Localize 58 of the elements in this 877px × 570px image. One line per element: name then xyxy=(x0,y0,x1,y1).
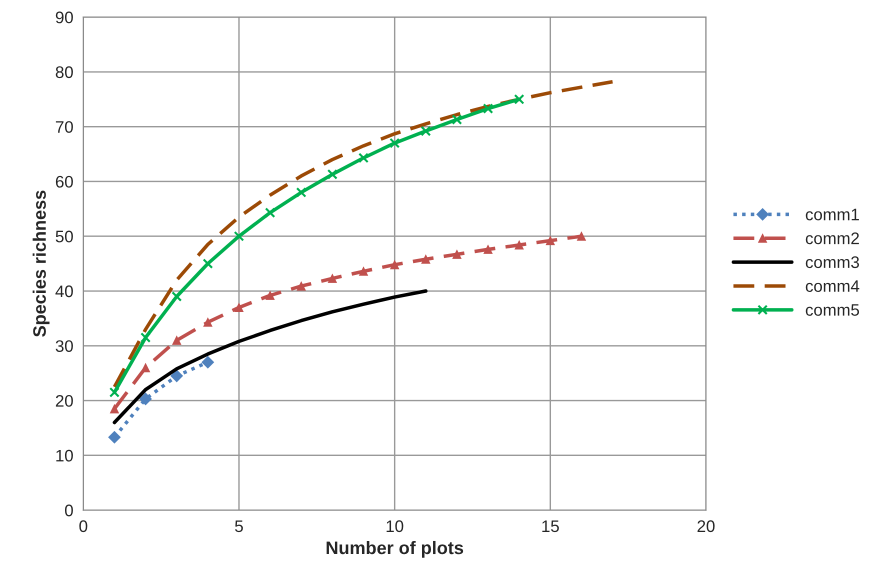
point xyxy=(296,187,306,198)
point xyxy=(203,318,212,327)
point xyxy=(546,236,555,246)
y-tick-label: 50 xyxy=(56,230,73,242)
point xyxy=(420,126,431,136)
y-axis-title: Species richness xyxy=(32,190,50,337)
point xyxy=(202,258,214,269)
point xyxy=(172,336,182,345)
point xyxy=(108,431,121,444)
x-tick-label: 10 xyxy=(386,520,404,532)
point xyxy=(141,363,150,372)
point xyxy=(576,232,586,241)
point xyxy=(452,250,462,259)
point xyxy=(109,387,120,398)
legend-label: comm1 xyxy=(806,208,859,220)
legend-label: comm5 xyxy=(806,304,860,316)
point xyxy=(482,103,494,114)
point xyxy=(359,266,368,276)
point xyxy=(358,152,369,164)
x-tick-label: 5 xyxy=(235,520,243,532)
point xyxy=(234,231,244,242)
point xyxy=(170,370,183,382)
point xyxy=(327,169,338,180)
legend-label: comm3 xyxy=(806,256,860,268)
y-tick-label: 30 xyxy=(56,340,73,352)
line-series xyxy=(112,80,614,389)
line-series xyxy=(112,289,428,424)
y-tick-label: 90 xyxy=(56,12,73,24)
legend-label: comm4 xyxy=(806,280,860,292)
point xyxy=(202,356,214,368)
point xyxy=(328,274,337,283)
x-axis-title: Number of plots xyxy=(326,540,464,558)
point xyxy=(484,244,493,254)
y-tick-label: 10 xyxy=(56,450,73,462)
point xyxy=(389,138,400,148)
point xyxy=(172,291,182,302)
point xyxy=(140,332,151,343)
point xyxy=(514,94,524,104)
point xyxy=(234,302,244,312)
legend-label: comm2 xyxy=(806,232,859,244)
point xyxy=(296,282,306,291)
y-tick-label: 20 xyxy=(56,394,73,407)
point xyxy=(452,114,462,125)
x-tick-label: 20 xyxy=(698,520,715,532)
point xyxy=(139,392,152,406)
point xyxy=(266,290,275,300)
point xyxy=(110,404,119,414)
y-tick-label: 70 xyxy=(56,121,73,133)
x-tick-label: 15 xyxy=(542,520,559,532)
point xyxy=(264,207,276,218)
y-tick-label: 80 xyxy=(56,66,73,78)
y-tick-label: 0 xyxy=(64,504,73,516)
y-tick-label: 40 xyxy=(55,285,73,298)
x-tick-label: 0 xyxy=(79,520,88,532)
y-tick-label: 60 xyxy=(56,176,73,188)
point xyxy=(514,240,524,250)
point xyxy=(421,254,430,264)
point xyxy=(390,260,400,270)
